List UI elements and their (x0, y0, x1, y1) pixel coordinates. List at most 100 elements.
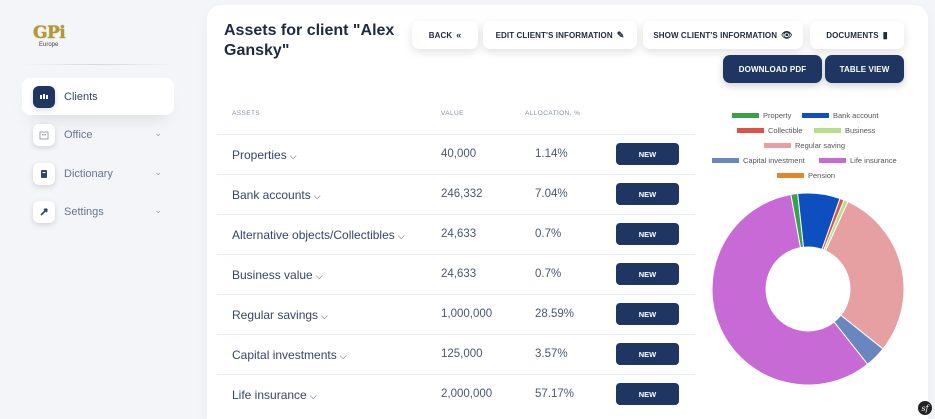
sidebar-item-settings[interactable]: Settings ⌄ (22, 193, 174, 230)
office-icon (33, 123, 55, 146)
legend-swatch (802, 113, 829, 118)
legend-swatch (814, 128, 841, 133)
asset-name: Alternative objects/Collectibles (232, 228, 395, 242)
donut-slice[interactable] (824, 201, 905, 350)
asset-value: 24,633 (441, 228, 477, 240)
legend-item[interactable]: Life insurance (819, 156, 897, 165)
legend-item[interactable]: Capital investment (712, 156, 805, 165)
asset-allocation: 7.04% (535, 188, 568, 200)
sidebar-item-label: Office (64, 128, 93, 141)
asset-name: Life insurance (232, 388, 307, 402)
documents-button[interactable]: DOCUMENTS ▮ (810, 21, 904, 49)
settings-icon (33, 200, 55, 223)
asset-value: 246,332 (441, 188, 483, 200)
new-button[interactable]: NEW (616, 263, 679, 285)
eye-icon: 👁 (781, 29, 793, 40)
sidebar-divider (22, 64, 174, 65)
logo-subtitle: Europe (39, 42, 59, 48)
legend-item[interactable]: Collectible (737, 126, 803, 135)
asset-value: 1,000,000 (441, 308, 493, 320)
symfony-toolbar-icon[interactable]: sf (918, 401, 932, 415)
dictionary-icon (33, 162, 55, 185)
legend-item[interactable]: Regular saving (764, 141, 845, 150)
sidebar-item-label: Settings (64, 205, 104, 218)
asset-name: Regular savings (232, 308, 319, 322)
asset-dropdown[interactable]: Alternative objects/Collectibles ⌵ (232, 228, 405, 242)
back-button-label: BACK (428, 30, 453, 40)
legend-label: Pension (808, 171, 836, 180)
show-client-button[interactable]: SHOW CLIENT'S INFORMATION 👁 (643, 21, 803, 49)
logo-mark: GPi (33, 23, 66, 43)
brand-logo[interactable]: GPi Europe (33, 25, 73, 51)
asset-value: 2,000,000 (441, 388, 493, 400)
legend-item[interactable]: Bank account (802, 111, 878, 120)
new-button[interactable]: NEW (616, 343, 679, 365)
chevron-down-icon: ⌄ (154, 128, 162, 138)
sidebar-item-dictionary[interactable]: Dictionary ⌄ (22, 155, 174, 192)
download-pdf-label: DOWNLOAD PDF (738, 64, 807, 74)
legend-swatch (764, 143, 791, 148)
chevron-down-icon: ⌄ (154, 205, 162, 215)
new-button[interactable]: NEW (616, 183, 679, 205)
legend-label: Life insurance (850, 156, 897, 165)
chevron-down-icon: ⌵ (315, 271, 323, 281)
download-pdf-button[interactable]: DOWNLOAD PDF (723, 55, 822, 83)
sidebar-item-label: Clients (64, 90, 98, 103)
table-view-label: TABLE VIEW (839, 64, 890, 74)
sidebar-item-clients[interactable]: Clients (22, 78, 174, 115)
sidebar-item-office[interactable]: Office ⌄ (22, 116, 174, 153)
asset-dropdown[interactable]: Properties ⌵ (232, 148, 297, 162)
legend-swatch (712, 158, 739, 163)
table-view-button[interactable]: TABLE VIEW (825, 55, 904, 83)
table-row: Properties ⌵ 40,000 1.14% NEW (217, 134, 695, 174)
chevron-down-icon: ⌵ (339, 351, 347, 361)
legend-label: Regular saving (795, 141, 846, 150)
chevron-down-icon: ⌵ (289, 151, 297, 161)
legend-item[interactable]: Pension (777, 171, 835, 180)
asset-dropdown[interactable]: Business value ⌵ (232, 268, 323, 282)
double-chevron-left-icon: « (456, 30, 462, 40)
table-row: Business value ⌵ 24,633 0.7% NEW (217, 254, 695, 294)
legend-label: Capital investment (743, 156, 805, 165)
asset-allocation: 1.14% (535, 148, 568, 160)
asset-allocation: 57.17% (535, 388, 575, 400)
document-icon: ▮ (882, 29, 888, 40)
asset-allocation: 0.7% (535, 228, 562, 240)
asset-name: Capital investments (232, 348, 337, 362)
allocation-donut-chart (712, 192, 905, 386)
table-row: Capital investments ⌵ 125,000 3.57% NEW (217, 334, 695, 374)
show-client-label: SHOW CLIENT'S INFORMATION (653, 30, 778, 40)
legend-item[interactable]: Business (814, 126, 875, 135)
asset-name: Business value (232, 268, 313, 282)
pencil-icon: ✎ (616, 29, 625, 40)
chevron-down-icon: ⌵ (313, 191, 321, 201)
new-button[interactable]: NEW (616, 383, 679, 405)
table-row: Life insurance ⌵ 2,000,000 57.17% NEW (217, 374, 695, 414)
assets-card: Assets for client "Alex Gansky" BACK « E… (207, 5, 928, 419)
asset-name: Properties (232, 148, 287, 162)
chevron-down-icon: ⌄ (154, 167, 162, 177)
column-header-value: VALUE (441, 110, 464, 117)
edit-client-button[interactable]: EDIT CLIENT'S INFORMATION ✎ (483, 21, 637, 49)
asset-dropdown[interactable]: Life insurance ⌵ (232, 388, 317, 402)
clients-icon (33, 85, 55, 108)
asset-value: 24,633 (441, 268, 477, 280)
asset-dropdown[interactable]: Bank accounts ⌵ (232, 188, 321, 202)
new-button[interactable]: NEW (616, 223, 679, 245)
back-button[interactable]: BACK « (412, 21, 478, 49)
legend-label: Bank account (833, 111, 879, 120)
legend-item[interactable]: Property (732, 111, 791, 120)
donut-slice[interactable] (712, 193, 869, 386)
new-button[interactable]: NEW (616, 303, 679, 325)
asset-allocation: 0.7% (535, 268, 562, 280)
legend-swatch (737, 128, 764, 133)
sidebar-item-label: Dictionary (64, 167, 113, 180)
new-button[interactable]: NEW (616, 143, 679, 165)
asset-value: 40,000 (441, 148, 477, 160)
table-row: Alternative objects/Collectibles ⌵ 24,633… (217, 214, 695, 254)
asset-dropdown[interactable]: Capital investments ⌵ (232, 348, 347, 362)
legend-label: Property (763, 111, 792, 120)
asset-dropdown[interactable]: Regular savings ⌵ (232, 308, 328, 322)
chevron-down-icon: ⌵ (321, 311, 328, 321)
sidebar: GPi Europe Clients Office ⌄ Dictionary ⌄… (0, 0, 195, 419)
